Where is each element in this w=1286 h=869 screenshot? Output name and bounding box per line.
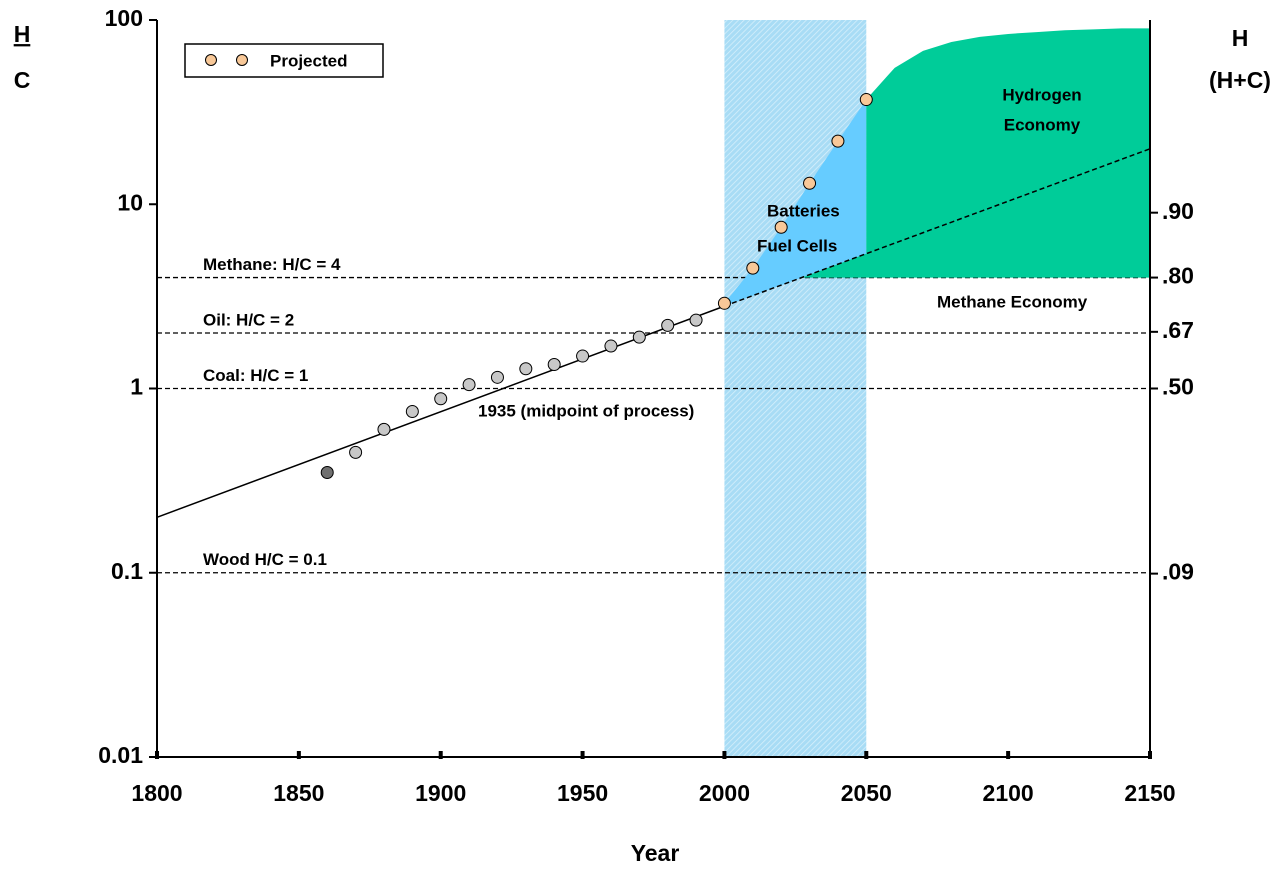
y2-tick-label: .80 xyxy=(1162,263,1194,289)
x-tick-label: 1800 xyxy=(131,780,182,806)
trend-line xyxy=(724,148,1151,307)
x-tick-label: 1850 xyxy=(273,780,324,806)
reference-label: Coal: H/C = 1 xyxy=(203,366,308,385)
reference-label: Oil: H/C = 2 xyxy=(203,311,294,330)
y-tick-label: 100 xyxy=(105,5,143,31)
point xyxy=(405,405,419,419)
y-tick-label: 1 xyxy=(130,374,143,400)
annotation: 1935 (midpoint of process) xyxy=(478,401,694,420)
point xyxy=(746,261,760,275)
reference-label: Methane: H/C = 4 xyxy=(203,255,341,274)
y-tick-label: 0.1 xyxy=(111,558,143,584)
y2-tick-label: .67 xyxy=(1162,317,1194,343)
point xyxy=(632,330,646,344)
y-tick-label: 0.01 xyxy=(98,742,143,768)
point xyxy=(576,349,590,363)
green-area xyxy=(801,28,1150,278)
point xyxy=(547,357,561,371)
point xyxy=(490,370,504,384)
reference-label: Wood H/C = 0.1 xyxy=(203,550,327,569)
legend-marker xyxy=(236,54,248,66)
y2-axis-title: (H+C) xyxy=(1209,67,1271,93)
y2-axis-title: H xyxy=(1232,25,1249,51)
legend-label: Projected xyxy=(270,51,347,70)
annotation: Fuel Cells xyxy=(757,236,837,255)
point xyxy=(661,318,675,332)
trend-line xyxy=(156,305,725,518)
x-tick-label: 2050 xyxy=(841,780,892,806)
x-tick-label: 2100 xyxy=(983,780,1034,806)
x-tick-label: 1950 xyxy=(557,780,608,806)
point xyxy=(519,362,533,376)
point xyxy=(689,313,703,327)
y2-tick-label: .09 xyxy=(1162,559,1194,585)
annotation: Hydrogen xyxy=(1002,85,1081,104)
point xyxy=(774,220,788,234)
x-tick-label: 2150 xyxy=(1124,780,1175,806)
point xyxy=(434,392,448,406)
point xyxy=(717,296,731,310)
x-tick-label: 1900 xyxy=(415,780,466,806)
point xyxy=(831,134,845,148)
point xyxy=(462,378,476,392)
point xyxy=(604,339,618,353)
point xyxy=(859,93,873,107)
annotation: Methane Economy xyxy=(937,292,1088,311)
legend-marker xyxy=(205,54,217,66)
point xyxy=(377,422,391,436)
annotation: Batteries xyxy=(767,201,840,220)
y-tick-label: 10 xyxy=(117,189,143,215)
y-axis-title: C xyxy=(14,67,31,93)
y2-tick-label: .50 xyxy=(1162,374,1194,400)
point xyxy=(803,176,817,190)
point xyxy=(349,445,363,459)
y2-tick-label: .90 xyxy=(1162,198,1194,224)
point xyxy=(320,466,334,480)
x-tick-label: 2000 xyxy=(699,780,750,806)
blue-area xyxy=(724,99,867,307)
legend-box xyxy=(184,43,384,78)
y-axis-title: H xyxy=(14,21,31,47)
x-axis-title: Year xyxy=(631,840,680,866)
annotation: Economy xyxy=(1004,115,1081,134)
